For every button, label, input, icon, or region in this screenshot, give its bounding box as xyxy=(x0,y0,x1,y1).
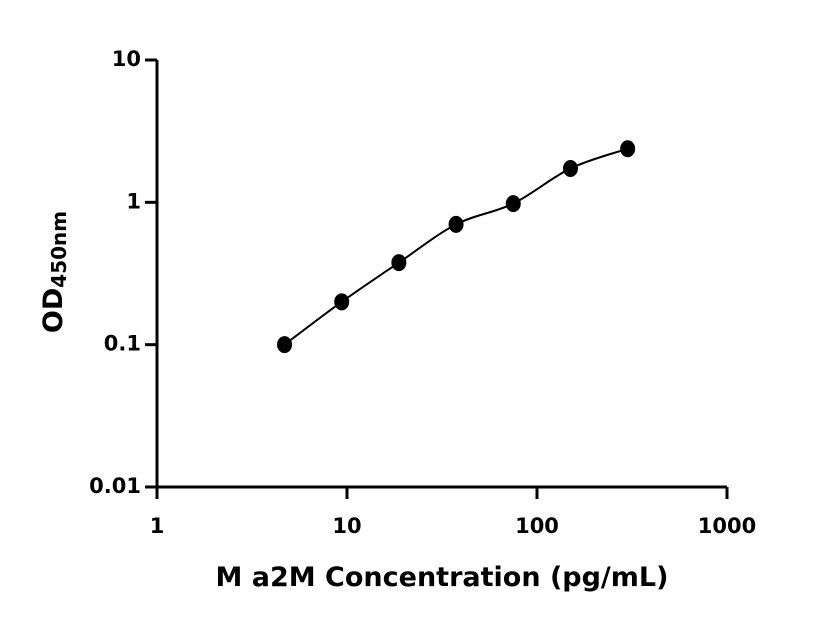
y-tick-label: 1 xyxy=(126,189,141,213)
data-point xyxy=(391,254,407,272)
fit-curve xyxy=(283,147,628,346)
data-point xyxy=(334,293,350,311)
y-tick-label: 10 xyxy=(112,47,141,71)
data-point xyxy=(448,215,464,233)
y-axis-title-main: OD xyxy=(38,288,69,333)
x-tick-label: 1 xyxy=(150,514,165,538)
y-axis-title: OD450nm xyxy=(38,211,71,333)
data-point xyxy=(562,159,578,177)
y-axis-title-subscript: 450nm xyxy=(47,211,71,288)
x-axis-title: M a2M Concentration (pg/mL) xyxy=(216,562,669,593)
x-tick-label: 1000 xyxy=(698,514,756,538)
y-tick-label: 0.01 xyxy=(89,474,141,498)
data-point xyxy=(620,140,636,158)
x-tick-label: 10 xyxy=(332,514,361,538)
x-tick-label: 100 xyxy=(515,514,559,538)
y-tick-label: 0.1 xyxy=(104,332,141,356)
data-point xyxy=(505,195,521,213)
data-point xyxy=(277,336,293,354)
